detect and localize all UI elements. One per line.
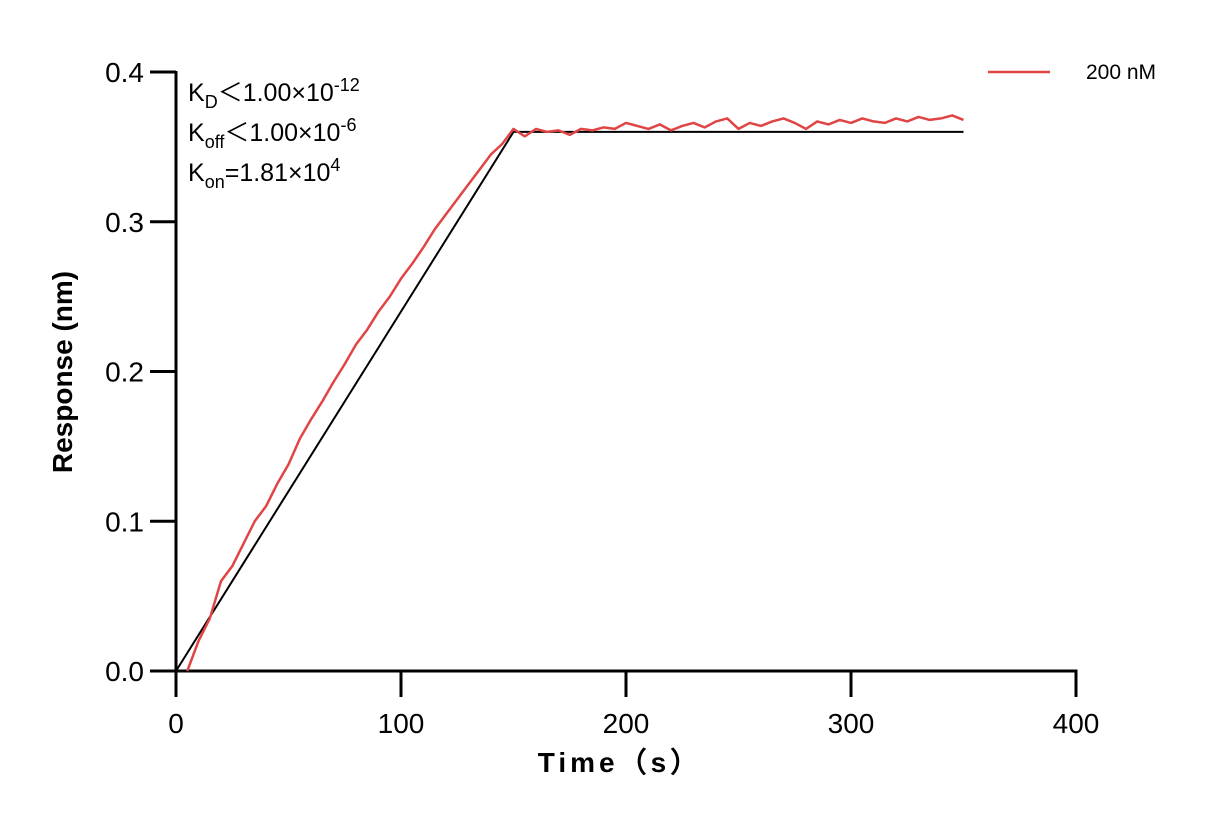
- annotation-text: ＜1.00×10: [218, 79, 334, 107]
- annotation: Kon=1.81×104: [188, 155, 340, 192]
- annotation: KD＜1.00×10-12: [188, 75, 360, 112]
- x-tick-label: 100: [378, 708, 425, 739]
- legend-label: 200 nM: [1086, 61, 1156, 84]
- annotation-sub: off: [205, 132, 226, 152]
- x-tick-label: 300: [828, 708, 875, 739]
- y-axis-label: Response (nm): [47, 271, 78, 473]
- annotation-base: K: [188, 119, 205, 147]
- y-tick-label: 0.3: [105, 207, 144, 238]
- x-tick-label: 0: [168, 708, 184, 739]
- y-tick-label: 0.1: [105, 506, 144, 537]
- legend-entry: 200 nM: [988, 61, 1156, 84]
- annotation: Koff＜1.00×10-6: [188, 115, 356, 152]
- annotation-sup: -6: [340, 115, 356, 135]
- annotation-sup: -12: [334, 75, 360, 95]
- x-axis-label: Time（s）: [538, 746, 702, 778]
- y-tick-label: 0.4: [105, 57, 144, 88]
- y-tick-label: 0.2: [105, 357, 144, 388]
- data-line: [186, 114, 964, 672]
- y-tick-label: 0.0: [105, 656, 144, 687]
- annotation-base: K: [188, 79, 205, 107]
- fit-line: [175, 130, 964, 672]
- annotation-sub: D: [205, 92, 218, 112]
- annotation-base: K: [188, 159, 205, 187]
- annotation-sub: on: [205, 172, 225, 192]
- x-tick-label: 200: [603, 708, 650, 739]
- annotation-sup: 4: [330, 155, 340, 175]
- x-tick-label: 400: [1053, 708, 1100, 739]
- annotation-text: =1.81×10: [225, 159, 331, 187]
- annotation-text: ＜1.00×10: [224, 119, 340, 147]
